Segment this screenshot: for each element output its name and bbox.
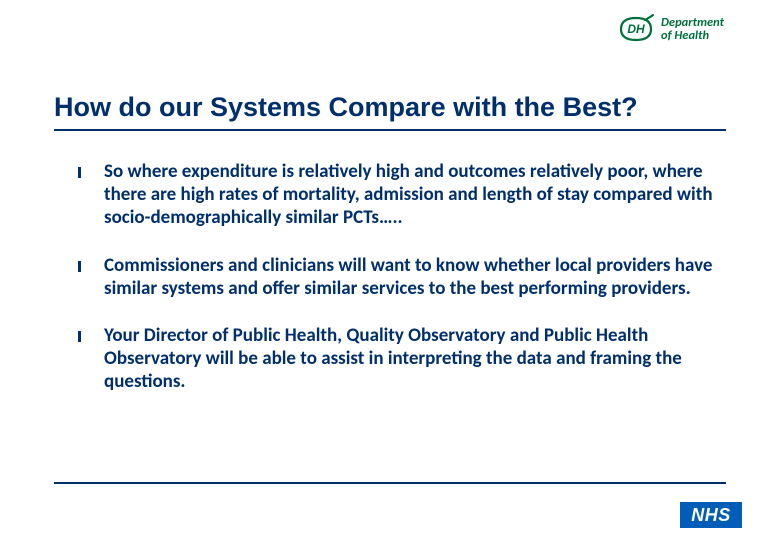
page-title: How do our Systems Compare with the Best… <box>54 92 726 131</box>
list-item: Your Director of Public Health, Quality … <box>76 324 720 394</box>
list-item: Commissioners and clinicians will want t… <box>76 254 720 300</box>
bottom-divider <box>54 482 726 484</box>
nhs-logo-text: NHS <box>691 505 731 526</box>
dh-logo-mark-icon: DH <box>618 14 654 44</box>
dh-logo-mark-letters: DH <box>627 22 645 36</box>
dh-logo-line2: of Health <box>661 29 724 42</box>
nhs-logo: NHS <box>680 502 742 528</box>
dh-logo-text: Department of Health <box>661 16 724 42</box>
bullet-list: So where expenditure is relatively high … <box>76 160 720 417</box>
dh-logo: DH Department of Health <box>618 14 724 44</box>
list-item: So where expenditure is relatively high … <box>76 160 720 230</box>
